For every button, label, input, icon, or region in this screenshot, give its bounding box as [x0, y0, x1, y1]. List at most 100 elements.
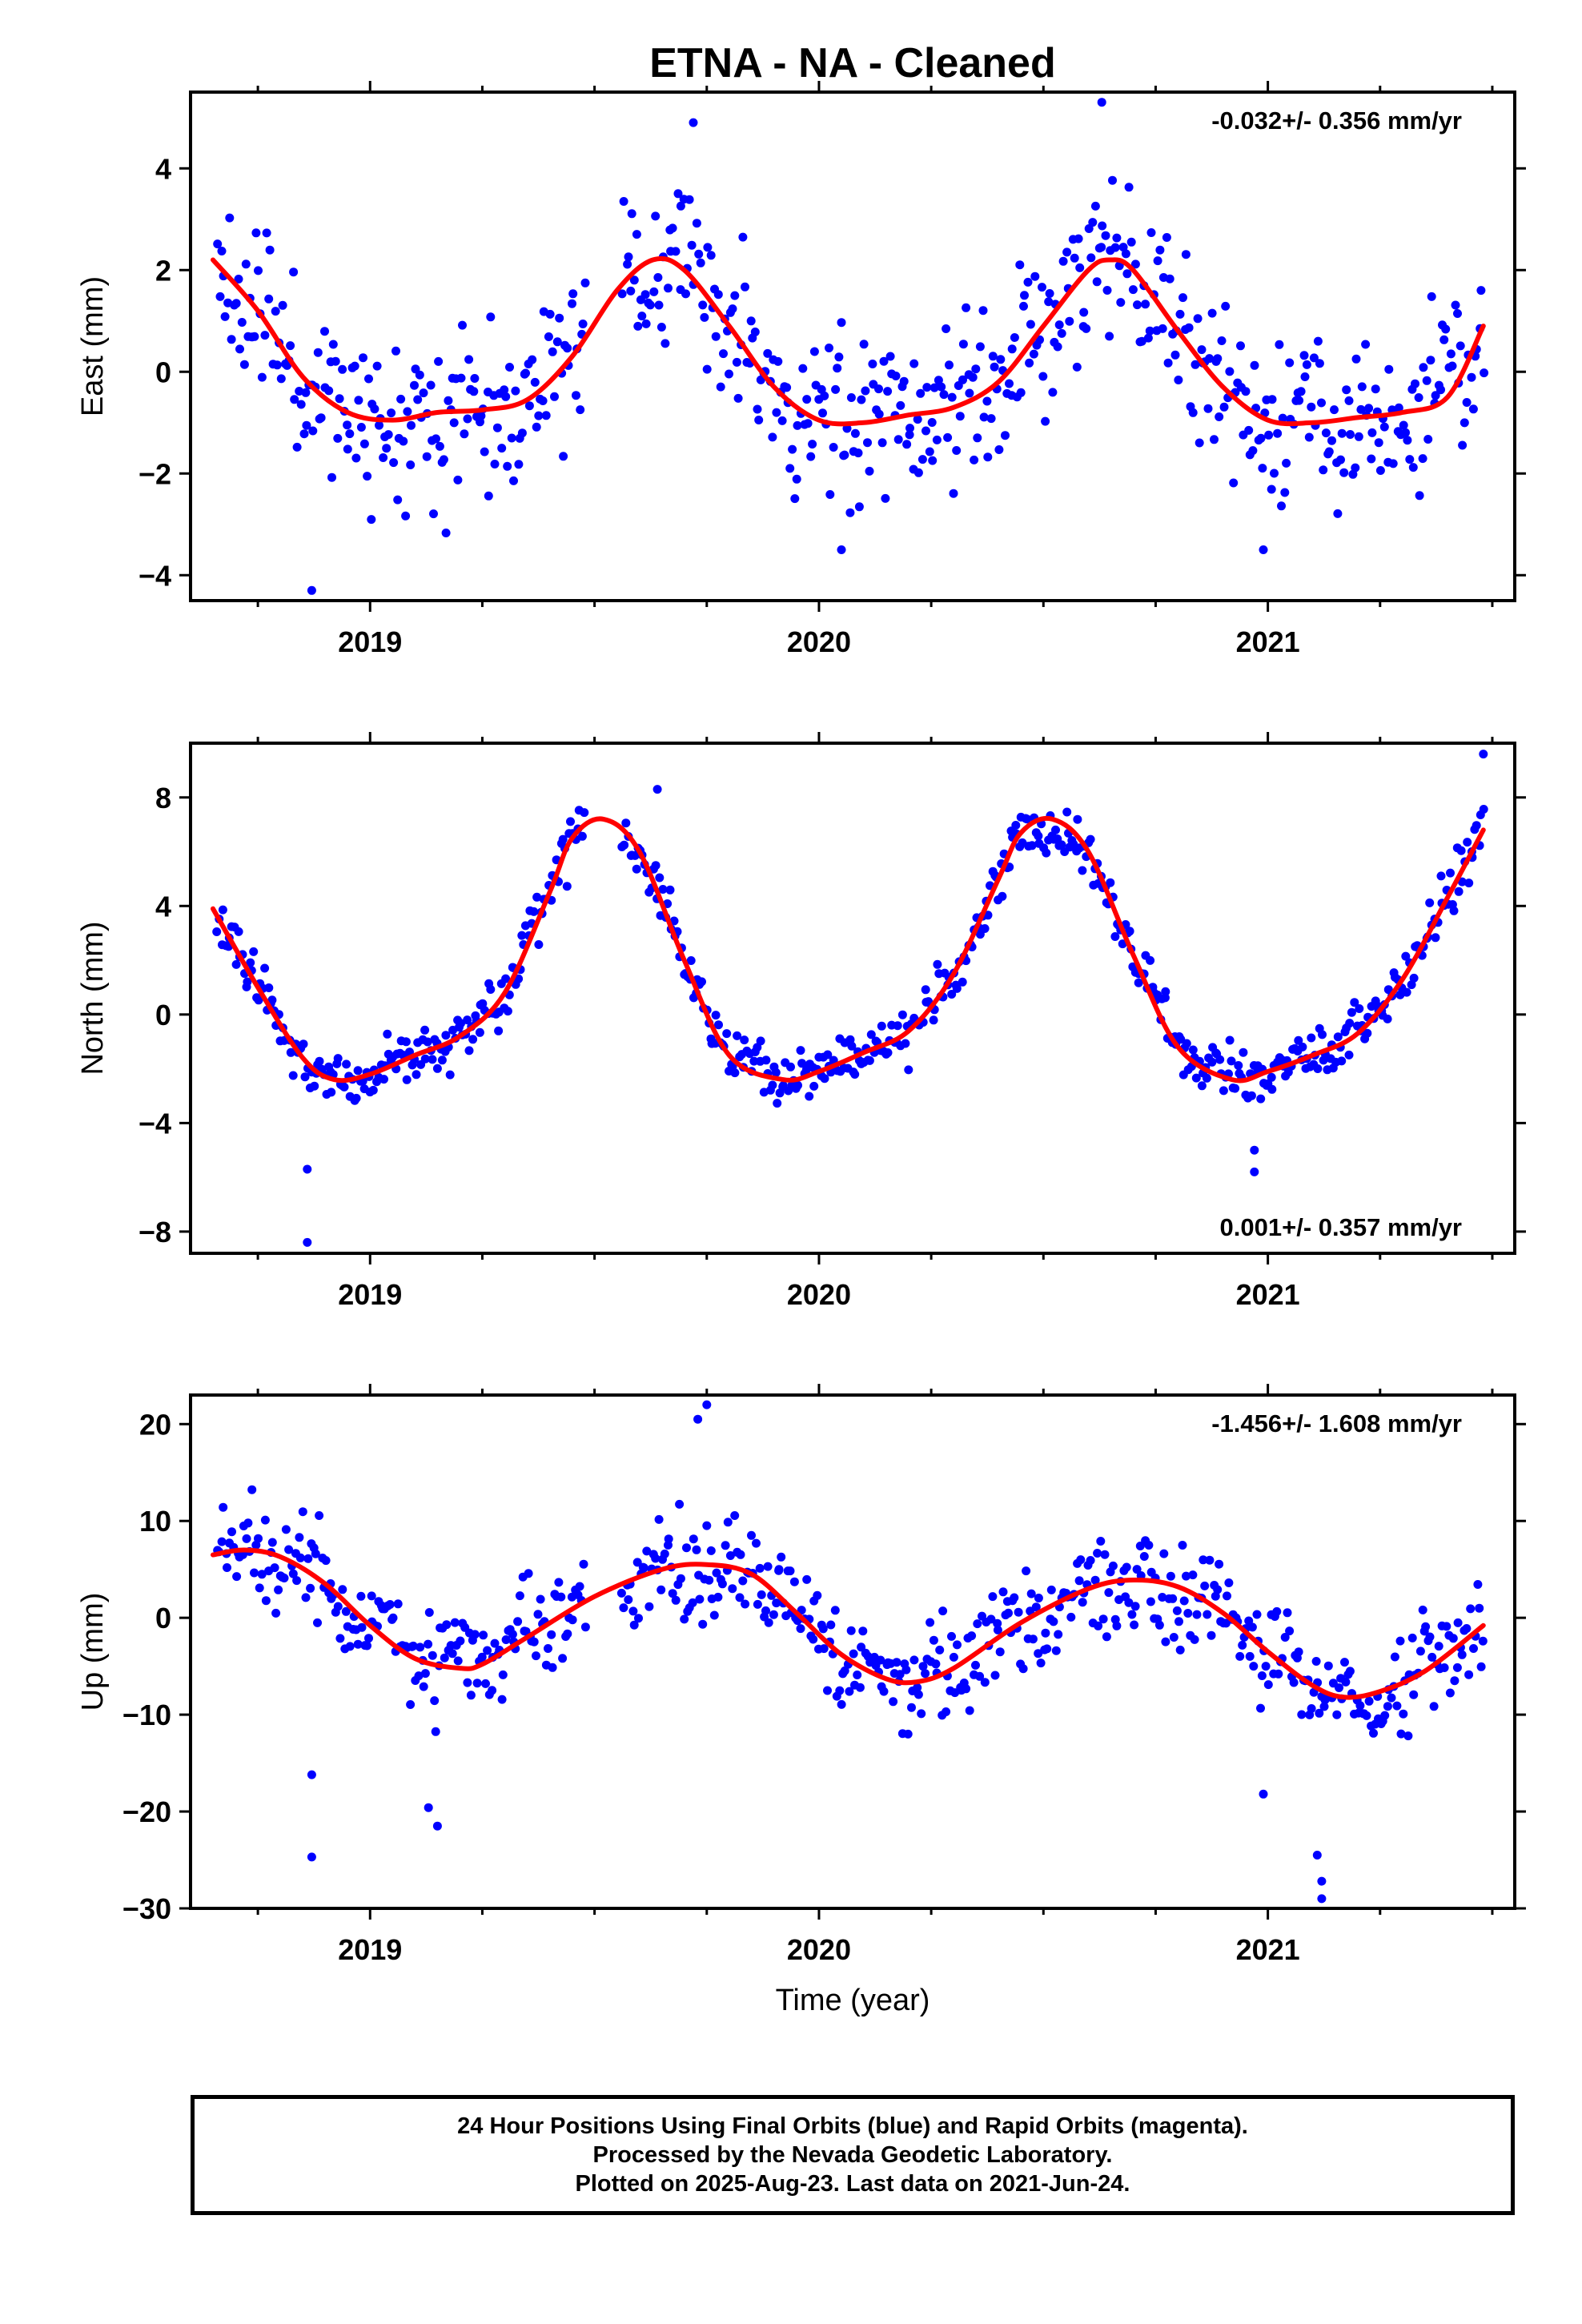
up-data-point [1407, 1633, 1417, 1642]
north-data-point [730, 1068, 740, 1078]
east-data-point [645, 300, 655, 310]
east-data-point [484, 491, 493, 501]
east-data-point [528, 355, 537, 364]
east-data-point [1273, 428, 1283, 438]
east-data-point [1075, 263, 1085, 272]
up-data-point [219, 1502, 228, 1512]
up-data-point [772, 1598, 781, 1608]
up-data-point [1466, 1604, 1476, 1614]
up-data-point [1078, 1598, 1087, 1607]
up-data-point [1289, 1678, 1299, 1687]
up-y-tick-label: −10 [122, 1699, 171, 1731]
up-data-point [1132, 1565, 1142, 1574]
up-data-point [705, 1575, 714, 1585]
up-data-point [1010, 1593, 1019, 1602]
east-data-point [1088, 218, 1098, 227]
east-data-point [790, 494, 800, 504]
east-data-point [264, 294, 274, 304]
up-outlier-point [1259, 1789, 1268, 1799]
east-data-point [1270, 468, 1279, 478]
up-y-tick-label: −30 [122, 1892, 171, 1925]
up-data-point [1464, 1670, 1474, 1679]
east-data-point [343, 420, 352, 430]
up-plot-frame [189, 1393, 1516, 1910]
east-data-point [713, 290, 723, 300]
east-data-point [850, 428, 860, 438]
up-data-point [764, 1618, 773, 1627]
east-data-point [806, 452, 816, 461]
north-data-point [711, 1011, 721, 1020]
up-data-point [558, 1654, 568, 1663]
east-data-point [1162, 233, 1171, 242]
up-outlier-point [432, 1821, 442, 1831]
north-data-point [310, 1081, 319, 1091]
east-data-point [1165, 274, 1174, 283]
up-data-point [311, 1549, 320, 1558]
up-data-point [1076, 1555, 1086, 1565]
up-data-point [227, 1527, 236, 1537]
east-data-point [928, 456, 938, 465]
up-data-point [1090, 1575, 1100, 1585]
up-data-point [664, 1534, 673, 1544]
east-data-point [661, 339, 670, 348]
east-data-point [1110, 243, 1120, 252]
east-data-point [1191, 360, 1200, 369]
up-data-point [931, 1659, 941, 1669]
north-data-point [514, 974, 524, 983]
up-data-point [840, 1666, 849, 1675]
east-data-point [511, 386, 520, 396]
east-data-point [696, 258, 705, 267]
east-data-point [706, 251, 716, 260]
up-data-point [774, 1565, 784, 1574]
north-y-tick-label: 0 [155, 999, 171, 1031]
east-data-point [364, 374, 373, 384]
up-data-point [909, 1655, 919, 1665]
up-data-point [624, 1595, 633, 1604]
east-data-point [768, 432, 777, 442]
east-data-point [486, 312, 496, 322]
east-data-point [802, 395, 812, 404]
north-data-point [1347, 1007, 1356, 1017]
east-data-point [958, 375, 967, 384]
up-data-point [270, 1563, 279, 1573]
east-data-point [990, 362, 999, 372]
north-data-point [658, 885, 668, 894]
footer-line-processed: Processed by the Nevada Geodetic Laborat… [592, 2142, 1113, 2168]
north-data-point [1401, 951, 1411, 961]
east-data-point [235, 344, 244, 354]
up-data-point [1223, 1591, 1231, 1601]
east-data-point [1361, 340, 1371, 349]
up-data-point [321, 1556, 331, 1566]
east-data-point [1415, 491, 1424, 501]
east-data-point [387, 408, 396, 418]
north-data-point [740, 1035, 749, 1045]
east-data-point [302, 420, 311, 430]
north-data-point [793, 1080, 802, 1090]
east-data-point [1174, 376, 1183, 384]
north-data-point [1034, 831, 1043, 841]
east-data-point [955, 412, 965, 421]
up-data-point [988, 1592, 998, 1602]
up-data-point [1199, 1555, 1208, 1565]
east-data-point [975, 342, 985, 352]
north-data-point [379, 1075, 388, 1084]
north-data-point [1182, 1039, 1191, 1048]
north-data-point [1446, 868, 1455, 878]
east-data-point [702, 364, 712, 374]
east-data-point [978, 306, 988, 316]
east-data-point [1197, 345, 1207, 355]
north-data-point [558, 834, 568, 844]
north-fit-curve [211, 815, 1486, 1084]
up-data-point [1026, 1589, 1036, 1598]
east-data-point [945, 360, 954, 370]
up-data-point [274, 1585, 283, 1594]
north-data-point [368, 1085, 378, 1095]
east-data-point [958, 340, 968, 349]
up-data-point [1247, 1622, 1257, 1632]
up-data-point [953, 1640, 962, 1650]
east-data-point [1082, 324, 1091, 333]
up-data-point [364, 1634, 373, 1643]
east-data-point [1436, 385, 1445, 395]
up-data-point [430, 1696, 440, 1706]
